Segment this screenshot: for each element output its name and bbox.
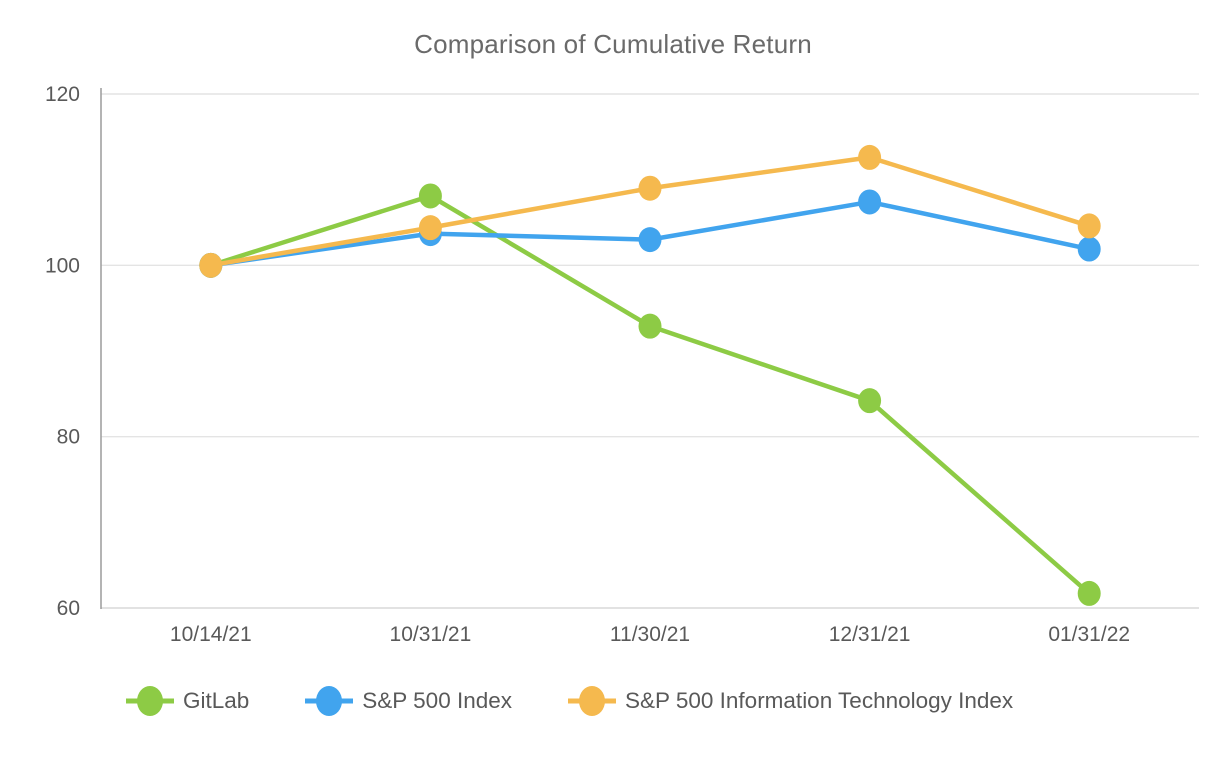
x-tick-label: 10/31/21: [390, 623, 472, 646]
series-marker-icon: [568, 686, 616, 716]
data-point: [638, 175, 662, 201]
chart-title: Comparison of Cumulative Return: [414, 29, 812, 59]
y-tick-label: 100: [45, 254, 80, 277]
x-tick-label: 11/30/21: [610, 623, 690, 646]
x-tick-label: 10/14/21: [170, 623, 252, 646]
data-point: [1077, 580, 1101, 606]
data-point: [1077, 236, 1101, 262]
series-marker-icon: [305, 686, 354, 716]
legend-label: GitLab: [183, 688, 250, 713]
legend-item-2: S&P 500 Information Technology Index: [568, 684, 1013, 718]
data-point: [418, 183, 442, 209]
data-point: [858, 189, 882, 215]
y-tick-label: 60: [57, 597, 80, 620]
legend-label: S&P 500 Information Technology Index: [625, 688, 1014, 713]
y-tick-label: 80: [57, 426, 80, 449]
chart-legend: GitLab S&P 500 Index S&P 500 Information T…: [126, 684, 1013, 718]
data-point: [638, 313, 662, 339]
x-tick-label: 12/31/21: [829, 623, 911, 646]
data-point: [418, 215, 442, 241]
legend-item-0: GitLab: [126, 684, 249, 718]
data-point: [638, 227, 662, 253]
data-point: [858, 388, 882, 414]
y-tick-label: 120: [45, 83, 80, 106]
data-point: [1077, 213, 1101, 239]
x-tick-label: 01/31/22: [1048, 623, 1130, 646]
series-marker-icon: [126, 686, 174, 716]
data-point: [858, 144, 882, 170]
series-line-0: [208, 193, 1092, 596]
legend-item-1: S&P 500 Index: [305, 684, 512, 718]
legend-label: S&P 500 Index: [362, 688, 512, 713]
data-point: [199, 252, 223, 278]
